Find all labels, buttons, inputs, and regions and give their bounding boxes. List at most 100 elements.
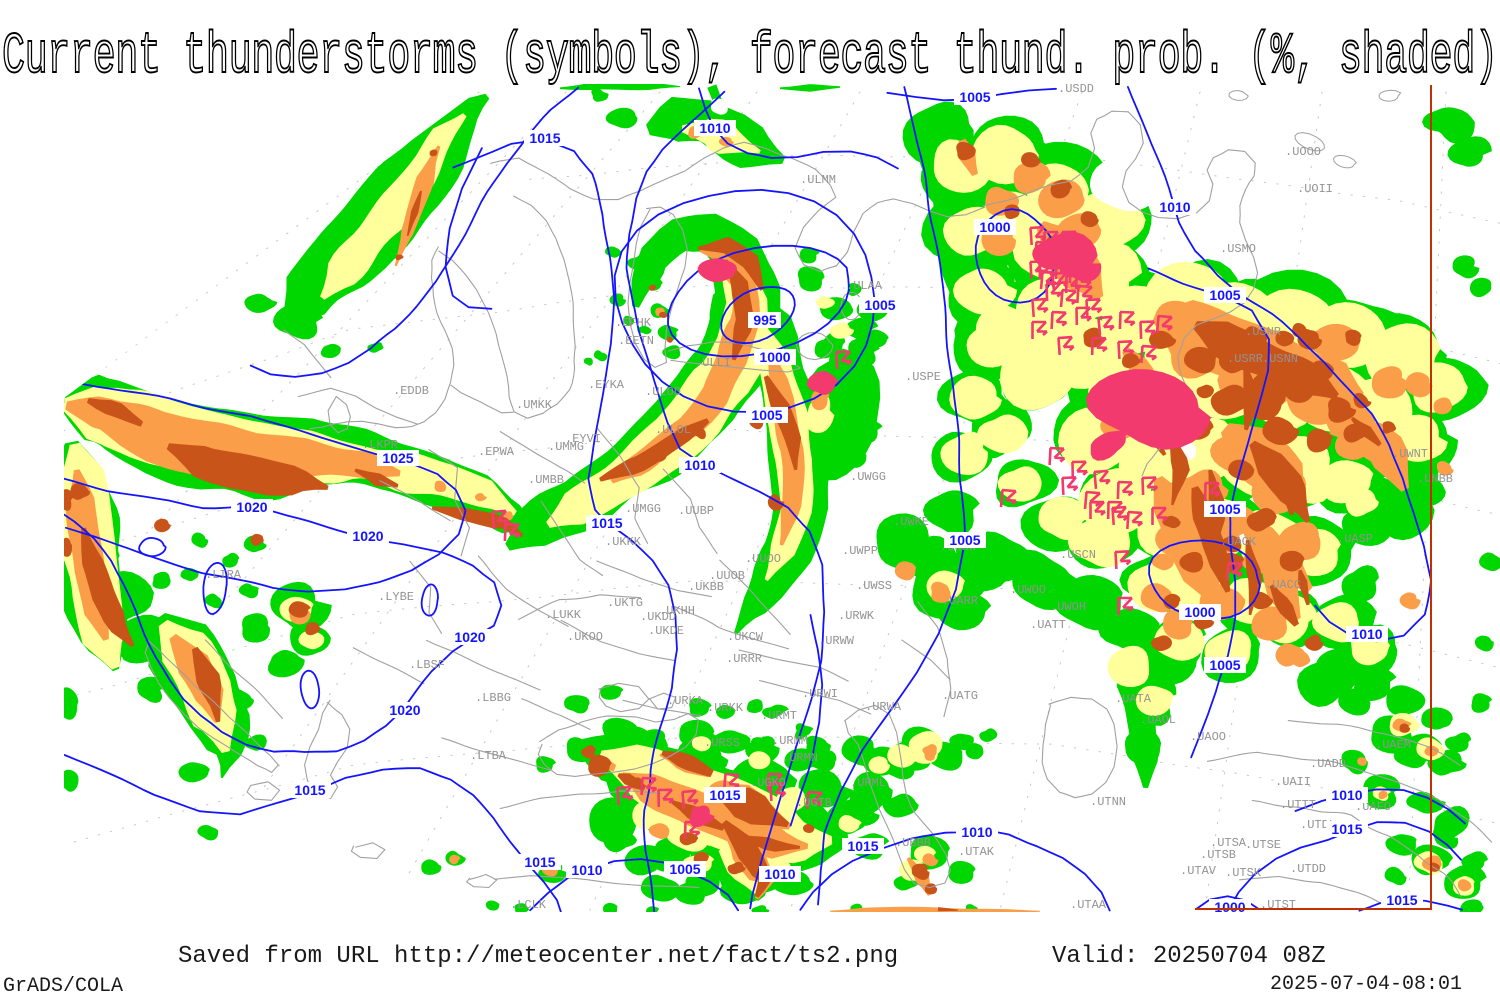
- svg-text:.UWSS: .UWSS: [856, 579, 892, 593]
- svg-text:.UKHH: .UKHH: [659, 604, 695, 618]
- svg-text:.URML: .URML: [850, 776, 886, 790]
- svg-text:.URRR: .URRR: [726, 652, 762, 666]
- svg-text:.UACK: .UACK: [1220, 535, 1257, 549]
- svg-text:.ULAA: .ULAA: [846, 279, 883, 293]
- svg-text:.UKTG: .UKTG: [607, 596, 643, 610]
- svg-text:1015: 1015: [294, 782, 325, 798]
- svg-text:.UNBB: .UNBB: [1417, 472, 1453, 486]
- svg-text:1000: 1000: [759, 349, 790, 365]
- svg-text:.UUBP: .UUBP: [678, 504, 714, 518]
- svg-text:.URWI: .URWI: [802, 687, 838, 701]
- svg-text:1005: 1005: [959, 89, 990, 105]
- svg-text:.UWOO: .UWOO: [1010, 583, 1046, 597]
- svg-text:.UWGG: .UWGG: [850, 470, 886, 484]
- svg-text:1005: 1005: [864, 297, 895, 313]
- svg-text:.LUKK: .LUKK: [545, 608, 582, 622]
- svg-text:.LCLK: .LCLK: [510, 898, 547, 912]
- svg-text:.UOII: .UOII: [1297, 182, 1333, 196]
- svg-text:.EFHK: .EFHK: [615, 316, 652, 330]
- svg-text:.URKA: .URKA: [667, 694, 704, 708]
- svg-text:.UTSE: .UTSE: [1245, 838, 1281, 852]
- svg-text:1025: 1025: [382, 450, 413, 466]
- svg-text:.UTDD: .UTDD: [1290, 862, 1326, 876]
- svg-text:1015: 1015: [1331, 821, 1362, 837]
- svg-text:.UATG: .UATG: [942, 689, 978, 703]
- svg-text:.UTAV: .UTAV: [1180, 864, 1217, 878]
- svg-text:.URMN: .URMN: [782, 751, 818, 765]
- svg-text:.UASP: .UASP: [1337, 532, 1373, 546]
- svg-text:2025-07-04-08:01: 2025-07-04-08:01: [1270, 973, 1462, 996]
- svg-text:.USDD: .USDD: [1058, 82, 1094, 96]
- svg-text:1010: 1010: [1331, 787, 1362, 803]
- svg-text:.EPWA: .EPWA: [478, 445, 515, 459]
- svg-text:.USNN: .USNN: [1262, 352, 1298, 366]
- svg-text:.UARR: .UARR: [942, 594, 978, 608]
- svg-text:1020: 1020: [454, 629, 485, 645]
- svg-text:.USNR: .USNR: [1245, 325, 1281, 339]
- svg-text:.UKDD: .UKDD: [640, 610, 676, 624]
- svg-text:1005: 1005: [1209, 657, 1240, 673]
- svg-text:.UMMG: .UMMG: [548, 440, 584, 454]
- svg-text:1000: 1000: [1184, 604, 1215, 620]
- svg-text:.UACC: .UACC: [1265, 578, 1301, 592]
- svg-text:1015: 1015: [1386, 892, 1417, 908]
- svg-text:.URMT: .URMT: [761, 709, 797, 723]
- svg-text:.UUOO: .UUOO: [745, 552, 781, 566]
- svg-text:.UTNN: .UTNN: [1090, 795, 1126, 809]
- svg-text:.UTSB: .UTSB: [1200, 848, 1236, 862]
- svg-text:.UKDE: .UKDE: [648, 624, 684, 638]
- svg-text:.LTBA: .LTBA: [470, 749, 507, 763]
- svg-text:.UUOB: .UUOB: [709, 569, 745, 583]
- svg-text:1010: 1010: [1159, 199, 1190, 215]
- svg-text:1015: 1015: [524, 854, 555, 870]
- svg-text:1015: 1015: [529, 130, 560, 146]
- svg-text:1005: 1005: [751, 407, 782, 423]
- svg-text:.UKOO: .UKOO: [567, 630, 603, 644]
- svg-text:.UATT: .UATT: [1030, 618, 1066, 632]
- svg-text:.UTSA: .UTSA: [1210, 836, 1247, 850]
- svg-text:.UWPP: .UWPP: [842, 544, 878, 558]
- svg-text:.LYBE: .LYBE: [378, 590, 414, 604]
- svg-text:.UTAK: .UTAK: [958, 845, 995, 859]
- svg-text:.EYVI: .EYVI: [565, 432, 601, 446]
- svg-text:1015: 1015: [709, 787, 740, 803]
- svg-text:.URKK: .URKK: [707, 701, 744, 715]
- svg-text:.UMGG: .UMGG: [625, 502, 661, 516]
- svg-text:1010: 1010: [764, 866, 795, 882]
- svg-text:.UAEM: .UAEM: [1375, 738, 1411, 752]
- svg-text:GrADS/COLA: GrADS/COLA: [3, 975, 123, 998]
- svg-text:1000: 1000: [979, 219, 1010, 235]
- svg-text:.UATA: .UATA: [1115, 692, 1152, 706]
- svg-text:.UGTB: .UGTB: [796, 796, 832, 810]
- svg-text:.ULOL: .ULOL: [655, 423, 691, 437]
- svg-text:.UADD: .UADD: [1310, 757, 1346, 771]
- svg-text:.URWA: .URWA: [865, 700, 902, 714]
- svg-text:1015: 1015: [591, 515, 622, 531]
- svg-text:1010: 1010: [571, 862, 602, 878]
- svg-text:.URWW: .URWW: [818, 634, 855, 648]
- svg-text:.USRR: .USRR: [1227, 352, 1263, 366]
- svg-text:.USPE: .USPE: [905, 370, 941, 384]
- svg-text:1010: 1010: [699, 120, 730, 136]
- svg-text:1020: 1020: [236, 499, 267, 515]
- svg-text:.ULOD: .ULOD: [645, 385, 681, 399]
- svg-text:.UOOO: .UOOO: [1285, 145, 1321, 159]
- svg-text:Current thunderstorms (symbols: Current thunderstorms (symbols), forecas…: [2, 24, 1498, 90]
- svg-text:.UKBB: .UKBB: [688, 580, 724, 594]
- svg-text:1005: 1005: [1209, 501, 1240, 517]
- svg-text:.UAOO: .UAOO: [1190, 730, 1226, 744]
- svg-text:.LIRA: .LIRA: [205, 568, 242, 582]
- svg-text:.UKKK: .UKKK: [605, 535, 642, 549]
- svg-text:.UMKK: .UMKK: [516, 398, 553, 412]
- svg-text:.EYKA: .EYKA: [588, 378, 625, 392]
- svg-text:.UAOL: .UAOL: [1140, 713, 1176, 727]
- svg-text:.URWK: .URWK: [838, 609, 875, 623]
- svg-text:.USMO: .USMO: [1220, 242, 1256, 256]
- svg-text:.UTAA: .UTAA: [1070, 898, 1107, 912]
- svg-text:.UBBB: .UBBB: [895, 836, 931, 850]
- svg-text:.URMM: .URMM: [772, 734, 808, 748]
- svg-text:1005: 1005: [1209, 287, 1240, 303]
- svg-text:1005: 1005: [669, 861, 700, 877]
- svg-text:1010: 1010: [1351, 626, 1382, 642]
- svg-text:.EDDB: .EDDB: [393, 384, 429, 398]
